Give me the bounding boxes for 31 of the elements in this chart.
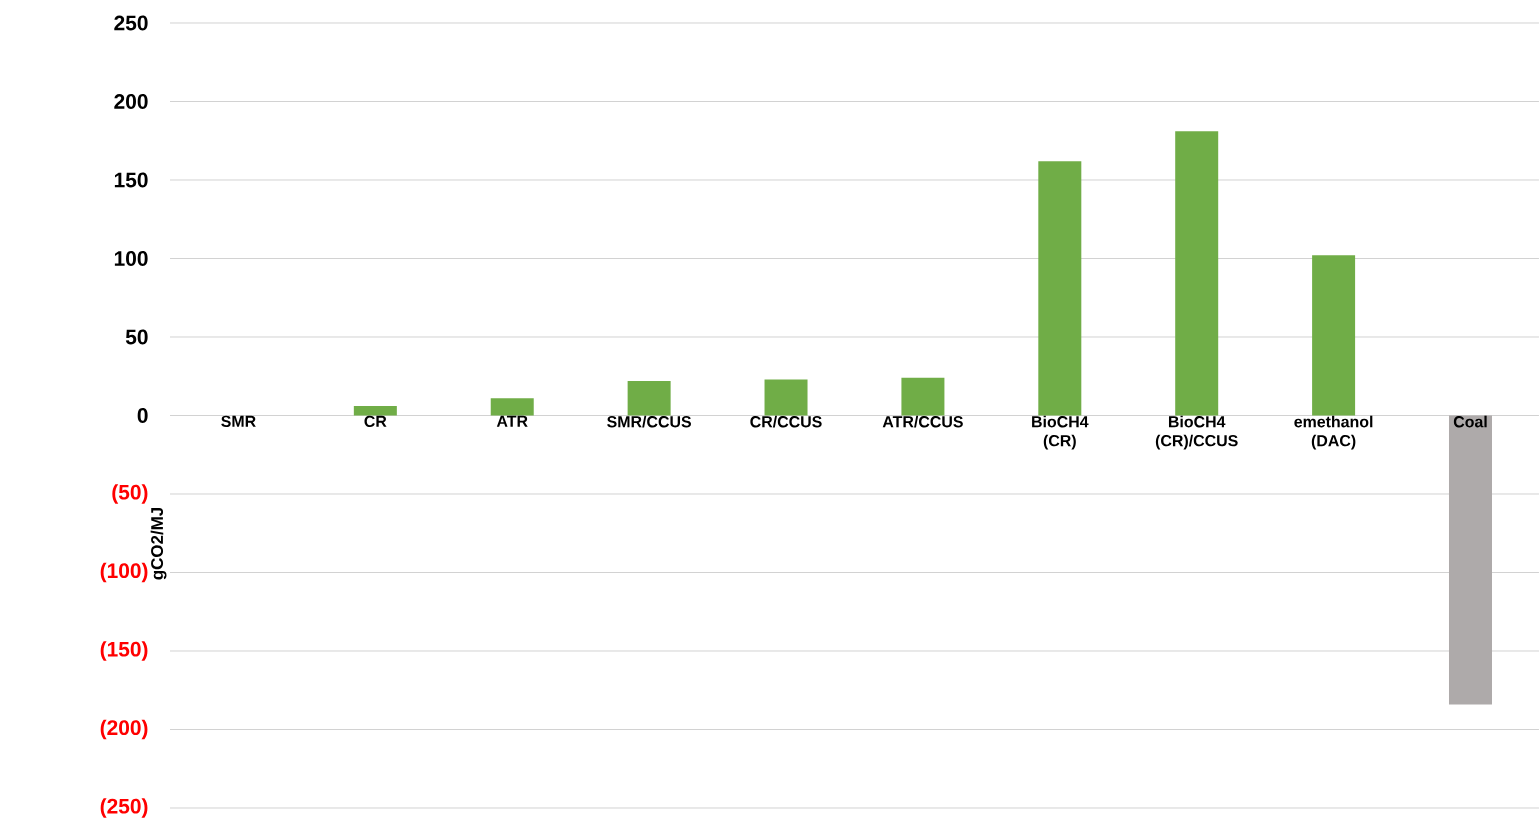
x-tick-label: CR/CCUS — [750, 415, 822, 428]
y-tick-label: 100 — [114, 251, 148, 266]
y-tick-label: 150 — [114, 172, 148, 188]
x-tick-label: emethanol (DAC) — [1294, 415, 1373, 450]
x-tick-label: Coal — [1453, 415, 1487, 428]
x-tick-label: BioCH4 (CR)/CCUS — [1155, 415, 1238, 450]
y-tick-label: 200 — [114, 94, 148, 109]
bar — [627, 380, 671, 416]
x-tick-label: CR — [364, 415, 387, 427]
x-tick-label: ATR — [496, 415, 528, 427]
y-tick-label: (50) — [112, 484, 148, 504]
x-tick-label: ATR/CCUS — [882, 415, 963, 428]
bar — [1448, 415, 1492, 705]
bar — [353, 406, 397, 416]
bar — [764, 379, 808, 416]
bar — [490, 398, 534, 416]
y-tick-label: (250) — [100, 798, 148, 818]
y-tick-label: (200) — [100, 719, 148, 740]
bar — [901, 377, 945, 416]
bar — [1175, 131, 1219, 416]
y-tick-label: 0 — [137, 408, 148, 423]
x-tick-label: BioCH4 (CR) — [1032, 415, 1089, 450]
y-tick-label: 50 — [125, 329, 148, 345]
bar — [1312, 255, 1356, 416]
y-tick-label: (150) — [100, 641, 148, 661]
bar — [1038, 161, 1082, 416]
x-tick-label: SMR — [221, 415, 256, 427]
y-axis-title: gCO2/MJ — [150, 507, 167, 580]
y-tick-label: 250 — [114, 15, 148, 31]
x-tick-label: SMR/CCUS — [607, 415, 691, 428]
y-tick-label: (100) — [100, 562, 148, 583]
